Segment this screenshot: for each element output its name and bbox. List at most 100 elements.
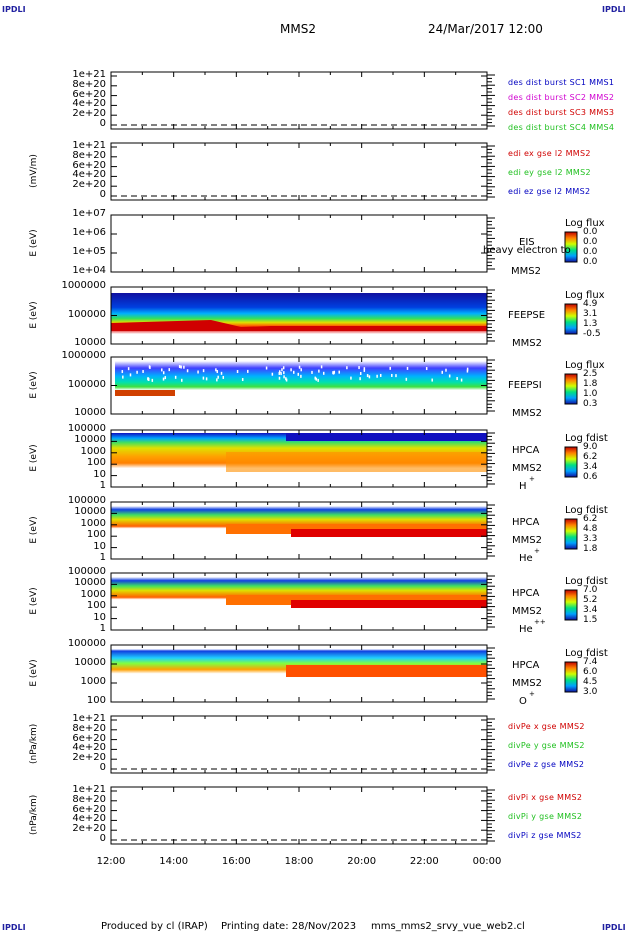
feepsi-speckle — [205, 377, 208, 381]
hpca-h-orange-band — [226, 452, 487, 472]
species-name: He — [519, 553, 533, 564]
feepsi-speckle — [379, 373, 382, 377]
y-axis-label: E (eV) — [29, 515, 39, 544]
x-tick-label: 22:00 — [409, 856, 439, 867]
colorbar — [564, 589, 578, 621]
species-charge: + — [529, 475, 535, 483]
footer-script: mms_mms2_srvy_vue_web2.cl — [371, 921, 525, 932]
legend-entry: des dist burst SC4 MMS4 — [508, 123, 615, 132]
instrument-name: FEEPSI — [508, 380, 542, 391]
feepsi-speckle — [376, 374, 378, 378]
hpca_he2-red-band — [291, 600, 487, 608]
feepsi-speckle — [391, 373, 393, 377]
feepsi-speckle — [215, 368, 217, 372]
feepsi-speckle — [366, 374, 369, 378]
legend-entry: edi ey gse l2 MMS2 — [508, 168, 591, 177]
instrument-name: HPCA — [512, 588, 540, 599]
feepsi-speckle — [168, 368, 171, 372]
x-tick-label: 18:00 — [284, 856, 314, 867]
colorbar-value: 1.3 — [583, 319, 598, 329]
legend-entry: des dist burst SC2 MMS2 — [508, 93, 615, 102]
y-tick-label: 1e+07 — [72, 208, 106, 219]
y-tick-label: 100000 — [67, 495, 106, 506]
y-tick-label: 4e+20 — [72, 742, 106, 754]
colorbar-value: 9.0 — [583, 442, 598, 452]
colorbar-value: 0.0 — [583, 247, 598, 257]
y-tick-label: 1e+21 — [72, 784, 106, 795]
datetime-title: 24/Mar/2017 12:00 — [428, 22, 543, 36]
footer-produced: Produced by cl (IRAP) — [101, 921, 208, 932]
y-tick-label: 10000 — [74, 506, 106, 518]
colorbar-value: 3.0 — [583, 687, 598, 697]
feepsi-speckle — [161, 368, 163, 372]
feepsi-speckle — [359, 377, 361, 381]
feepsi-speckle — [315, 377, 318, 381]
panel-frame — [110, 786, 488, 845]
spacecraft-name: MMS2 — [512, 678, 542, 689]
feepsi-speckle — [431, 378, 433, 382]
feepsi-speckle — [300, 368, 302, 372]
feepsi-speckle — [129, 373, 132, 377]
corner-mark-bl: IPDLI — [2, 923, 26, 932]
feepsi-speckle — [186, 369, 189, 373]
colorbar-value: 3.4 — [583, 462, 598, 472]
colorbar-value: 1.5 — [583, 615, 598, 625]
colorbar-title: Log fdist — [565, 433, 608, 444]
hpca-h-top-band — [286, 433, 487, 441]
y-tick-label: 1 — [99, 552, 106, 563]
spacecraft-title: MMS2 — [280, 22, 316, 36]
corner-mark-tr: IPDLI — [602, 5, 626, 14]
y-tick-label: 10 — [93, 611, 106, 623]
y-axis-label: E (eV) — [29, 228, 39, 257]
feepsi-speckle — [406, 366, 409, 370]
feepsi-speckle — [363, 368, 366, 372]
panel-frame — [110, 715, 488, 774]
y-tick-label: 1000 — [80, 676, 106, 687]
x-tick-label: 20:00 — [347, 856, 377, 867]
legend-entry: edi ex gse l2 MMS2 — [508, 149, 591, 158]
colorbar-value: 6.2 — [583, 452, 598, 462]
y-tick-label: 6e+20 — [72, 803, 106, 815]
feepsi-speckle — [147, 377, 149, 381]
instrument-note: heavy electron to — [483, 245, 571, 256]
y-tick-label: 4e+20 — [72, 169, 106, 181]
y-tick-label: 4e+20 — [72, 98, 106, 110]
instrument-name: HPCA — [512, 445, 540, 456]
species-name: He — [519, 624, 533, 635]
colorbar-value: 0.0 — [583, 227, 598, 237]
feepsi-speckle — [220, 371, 223, 375]
feepsi-speckle — [460, 378, 463, 382]
y-axis-label: (nPa/km) — [29, 723, 39, 764]
feepsi-speckle — [180, 365, 182, 369]
spacecraft-name: MMS2 — [512, 408, 542, 419]
feepsi-speckle — [368, 375, 371, 379]
legend-entry: divPi x gse MMS2 — [508, 793, 583, 802]
colorbar-value: 6.0 — [583, 667, 598, 677]
feepsi-speckle — [456, 377, 458, 381]
feepsi-speckle — [222, 375, 225, 379]
feepsi-speckle — [247, 369, 249, 373]
feepsi-speckle — [127, 367, 130, 371]
feepsi-speckle — [265, 366, 268, 370]
feepsi-speckle — [149, 365, 151, 369]
x-tick-label: 12:00 — [96, 856, 126, 867]
legend-entry: divPe z gse MMS2 — [508, 760, 585, 769]
feepsi-speckle — [285, 377, 287, 381]
feepsi-speckle — [405, 377, 408, 381]
colorbar-value: 3.3 — [583, 534, 598, 544]
feepsi-speckle — [445, 368, 447, 372]
y-tick-label: 0 — [99, 189, 106, 200]
colorbar-value: -0.5 — [583, 329, 601, 339]
feepsi-speckle — [317, 378, 319, 382]
feepsi-speckle — [278, 376, 281, 380]
legend-entry: divPe y gse MMS2 — [508, 741, 585, 750]
y-tick-label: 10 — [93, 468, 106, 480]
feepsi-speckle — [338, 370, 340, 374]
species-name: O — [519, 696, 527, 707]
y-tick-label: 100000 — [67, 566, 106, 577]
x-tick-label: 16:00 — [221, 856, 251, 867]
feepsi-speckle — [202, 376, 205, 380]
y-tick-label: 1000 — [80, 517, 106, 529]
footer-printing-date: Printing date: 28/Nov/2023 — [221, 921, 357, 932]
